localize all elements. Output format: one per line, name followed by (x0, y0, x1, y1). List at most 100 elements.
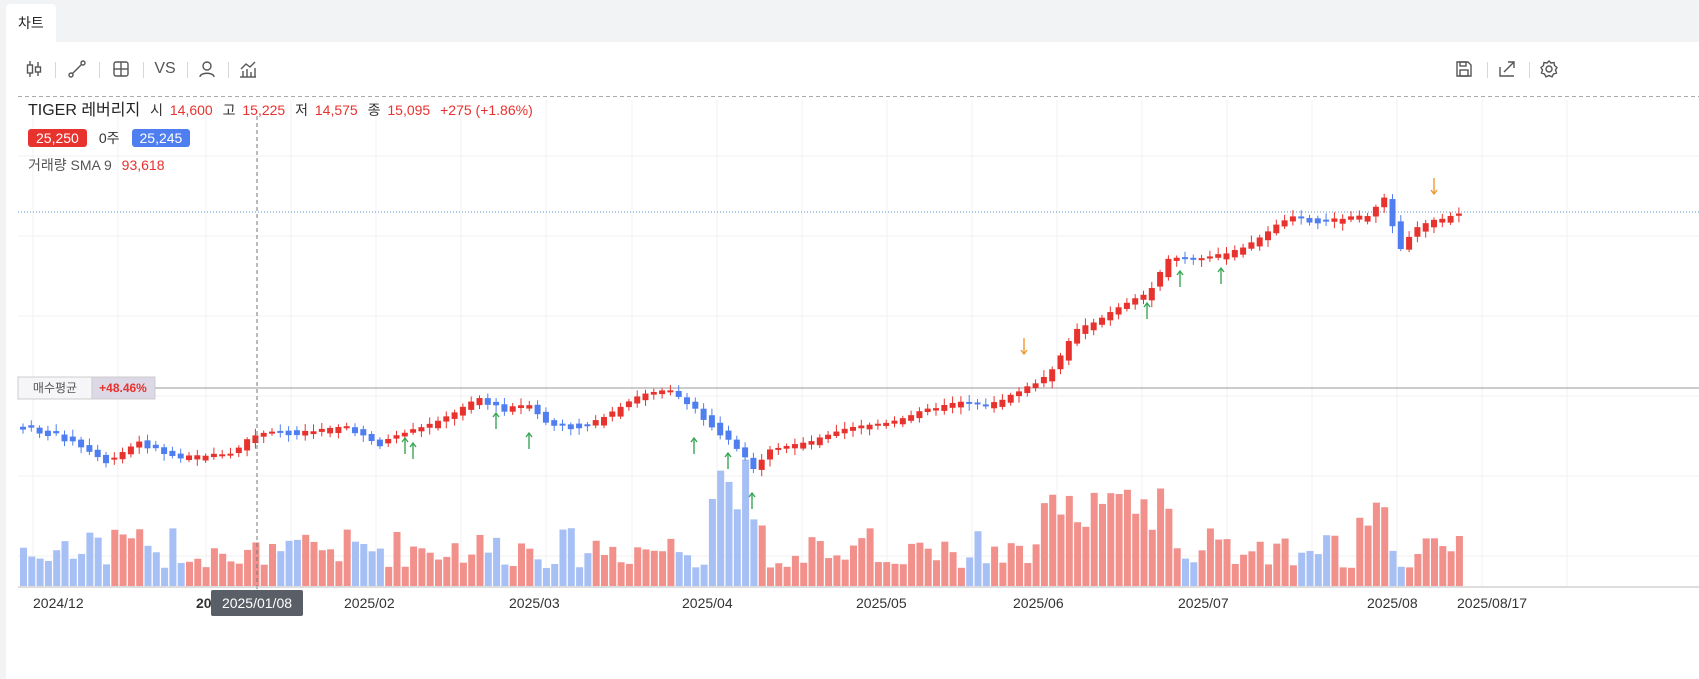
candlestick-icon[interactable] (21, 56, 47, 82)
candle-body (111, 457, 118, 460)
volume-bar (982, 563, 990, 586)
volume-bar (1281, 538, 1289, 586)
candle-body (410, 429, 417, 433)
buy-marker-icon (1217, 266, 1225, 284)
volume-bar (285, 540, 293, 586)
person-icon[interactable] (194, 56, 220, 82)
candle-body (1422, 223, 1429, 232)
candle-body (144, 440, 151, 449)
buy-marker-icon (1143, 301, 1151, 319)
candle-body (1140, 294, 1147, 300)
buy-marker-icon (409, 441, 417, 459)
volume-bar (1074, 522, 1082, 586)
high-label: 고 (222, 102, 236, 118)
buy-marker-icon (748, 491, 756, 509)
volume-bar (933, 560, 940, 586)
volume-bar (210, 548, 218, 586)
volume-bar (866, 528, 874, 586)
volume-bar (783, 566, 791, 586)
chart-toolbar: VS (6, 42, 1699, 96)
volume-bar (1223, 539, 1231, 586)
candle-body (1289, 216, 1296, 222)
candle-body (1107, 312, 1114, 321)
candle-body (1215, 254, 1222, 258)
volume-bar (800, 562, 808, 586)
candle-body (161, 447, 168, 454)
layout-grid-icon[interactable] (108, 56, 134, 82)
candle-body (601, 416, 607, 426)
candle-body (1032, 383, 1039, 389)
volume-bar (152, 552, 160, 586)
chart-canvas[interactable]: 매수평균 +48.46% 2024/12 20 2025/02 2025/03 … (6, 96, 1699, 679)
candle-body (86, 445, 93, 452)
volume-bar (302, 534, 310, 586)
volume-bar (401, 566, 409, 586)
volume-bar (526, 548, 534, 586)
volume-bar (1040, 503, 1048, 586)
volume-bar (1165, 508, 1173, 586)
candle-body (1447, 215, 1454, 223)
candle-body (667, 390, 674, 393)
candle-body (858, 425, 865, 429)
candle-body (194, 455, 201, 460)
volume-bar (1389, 550, 1397, 586)
candle-body (625, 401, 632, 408)
volume-bar (1115, 494, 1123, 586)
candle-body (318, 428, 325, 432)
candle-body (1231, 250, 1238, 258)
candle-body (103, 454, 109, 464)
volume-bar (1240, 554, 1248, 586)
tab-chart[interactable]: 차트 (6, 4, 56, 42)
candle-body (1049, 369, 1056, 382)
save-icon[interactable] (1451, 56, 1477, 82)
volume-bar (352, 541, 359, 586)
volume-bar (435, 559, 442, 586)
volume-bar (592, 540, 600, 586)
settings-icon[interactable] (1536, 56, 1562, 82)
volume-bar (667, 538, 675, 586)
candle-body (376, 439, 383, 447)
volume-bar (169, 528, 177, 586)
candle-body (791, 444, 798, 449)
volume-bar (625, 563, 633, 586)
volume-bar (360, 544, 368, 586)
candle-body (725, 430, 732, 440)
volume-bar (1032, 544, 1040, 586)
volume-bar (808, 537, 816, 586)
volume-bar (186, 561, 193, 586)
volume-bar (949, 552, 957, 586)
candle-body (1240, 247, 1247, 255)
x-label-2025-02: 2025/02 (344, 595, 395, 611)
grid-lines (18, 100, 1699, 586)
candle-body (916, 411, 923, 419)
candle-body (418, 427, 425, 432)
low-value: 14,575 (314, 102, 358, 118)
ohlc-row: TIGER 레버리지 시 14,600 고 15,225 저 14,575 종 … (28, 98, 533, 123)
candle-body (526, 405, 533, 409)
sell-marker-icon (1020, 338, 1028, 356)
volume-bar (1173, 548, 1181, 586)
candle-body (1248, 242, 1255, 249)
candle-body (684, 397, 690, 405)
candle-body (659, 390, 666, 395)
draw-line-icon[interactable] (64, 56, 90, 82)
export-icon[interactable] (1494, 56, 1520, 82)
candle-body (775, 447, 782, 450)
price-chart[interactable]: 매수평균 +48.46% 2024/12 20 2025/02 2025/03 … (6, 96, 1699, 679)
bid-price-badge[interactable]: 25,245 (131, 129, 191, 147)
candle-body (899, 418, 906, 425)
open-value: 14,600 (169, 102, 213, 118)
candle-body (800, 442, 807, 449)
compare-icon[interactable]: VS (150, 56, 180, 82)
volume-bar (310, 541, 318, 586)
volume-bar (1273, 543, 1281, 586)
candle-body (617, 406, 624, 417)
crosshair-date-tag: 2025/01/08 (211, 590, 303, 616)
volume-bar (1007, 543, 1015, 586)
volume-bar (650, 550, 658, 586)
ask-price-badge[interactable]: 25,250 (28, 129, 87, 147)
volume-bar (443, 556, 451, 586)
candle-body (874, 423, 881, 426)
indicator-chart-icon[interactable] (235, 56, 261, 82)
volume-bar (20, 547, 27, 586)
